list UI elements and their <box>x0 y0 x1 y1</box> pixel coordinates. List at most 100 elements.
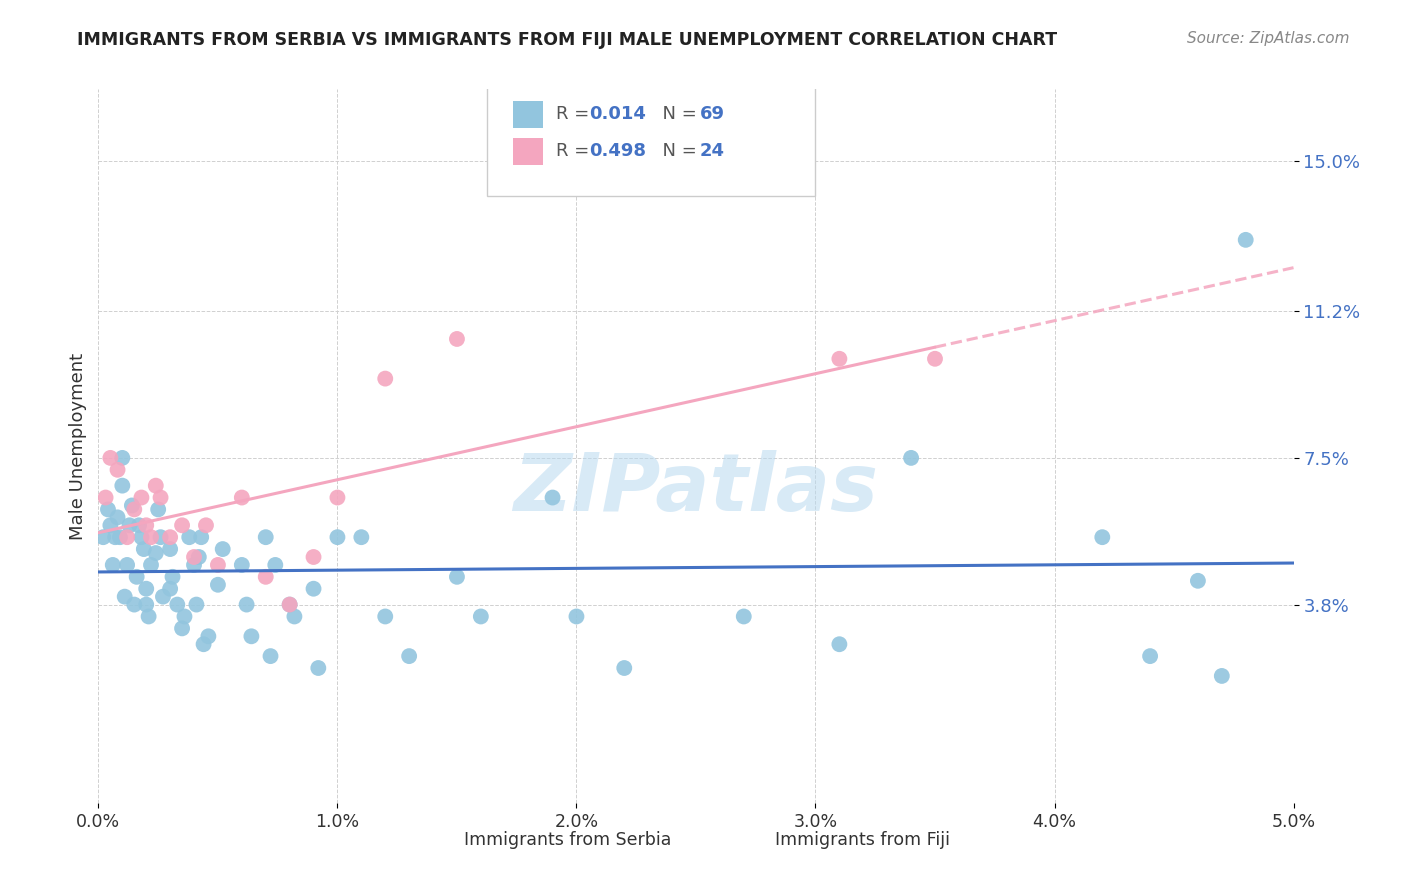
Point <box>118 518 141 533</box>
Point <box>326 530 349 544</box>
Point <box>1234 233 1257 247</box>
Point <box>565 609 588 624</box>
FancyBboxPatch shape <box>513 101 543 128</box>
Point <box>121 499 143 513</box>
Point <box>302 582 325 596</box>
Point <box>254 530 277 544</box>
Point <box>149 491 172 505</box>
Point <box>131 530 153 544</box>
Point <box>148 502 170 516</box>
FancyBboxPatch shape <box>427 829 453 851</box>
Point <box>197 629 219 643</box>
Point <box>135 582 157 596</box>
Text: N =: N = <box>651 105 702 123</box>
Point <box>231 558 253 572</box>
Point <box>195 518 218 533</box>
Point <box>1091 530 1114 544</box>
Point <box>135 598 157 612</box>
Point <box>733 609 755 624</box>
Point <box>183 558 205 572</box>
Point <box>259 649 281 664</box>
Point <box>107 510 129 524</box>
Point <box>283 609 305 624</box>
Point <box>172 621 194 635</box>
Point <box>152 590 174 604</box>
Point <box>173 609 195 624</box>
Text: R =: R = <box>557 105 595 123</box>
FancyBboxPatch shape <box>486 86 815 196</box>
FancyBboxPatch shape <box>513 137 543 165</box>
Point <box>98 450 122 465</box>
Point <box>166 598 188 612</box>
Y-axis label: Male Unemployment: Male Unemployment <box>69 352 87 540</box>
Point <box>190 530 212 544</box>
Point <box>91 530 114 544</box>
Point <box>145 478 167 492</box>
Text: N =: N = <box>651 143 702 161</box>
Point <box>94 491 117 505</box>
Text: Immigrants from Fiji: Immigrants from Fiji <box>775 831 950 849</box>
Point <box>108 530 131 544</box>
Point <box>172 518 194 533</box>
Point <box>828 351 851 366</box>
Point <box>207 578 229 592</box>
Point <box>207 558 229 572</box>
Point <box>124 598 146 612</box>
Point <box>398 649 420 664</box>
Point <box>114 590 136 604</box>
Point <box>307 661 329 675</box>
Point <box>231 491 253 505</box>
Point <box>159 582 181 596</box>
Point <box>1211 669 1233 683</box>
Point <box>132 542 155 557</box>
Point <box>828 637 851 651</box>
Point <box>326 491 349 505</box>
Point <box>138 609 160 624</box>
Point <box>115 558 138 572</box>
Point <box>159 542 181 557</box>
Point <box>104 530 127 544</box>
Point <box>278 598 301 612</box>
Point <box>1187 574 1209 588</box>
Point <box>193 637 215 651</box>
Point <box>278 598 301 612</box>
Point <box>162 570 184 584</box>
Point <box>125 570 148 584</box>
Point <box>159 530 181 544</box>
Text: 0.498: 0.498 <box>589 143 647 161</box>
Point <box>149 530 172 544</box>
FancyBboxPatch shape <box>738 829 763 851</box>
Point <box>446 332 468 346</box>
Point <box>374 609 396 624</box>
Point <box>446 570 468 584</box>
Point <box>350 530 373 544</box>
Point <box>115 530 138 544</box>
Text: R =: R = <box>557 143 595 161</box>
Point <box>111 450 134 465</box>
Point <box>264 558 287 572</box>
Point <box>1139 649 1161 664</box>
Point <box>235 598 257 612</box>
Point <box>145 546 167 560</box>
Point <box>613 661 636 675</box>
Point <box>240 629 263 643</box>
Text: Immigrants from Serbia: Immigrants from Serbia <box>464 831 672 849</box>
Point <box>131 491 153 505</box>
Point <box>139 530 162 544</box>
Point <box>187 549 209 564</box>
Point <box>101 558 124 572</box>
Point <box>111 478 134 492</box>
Point <box>124 502 146 516</box>
Point <box>470 609 492 624</box>
Text: 69: 69 <box>700 105 724 123</box>
Text: IMMIGRANTS FROM SERBIA VS IMMIGRANTS FROM FIJI MALE UNEMPLOYMENT CORRELATION CHA: IMMIGRANTS FROM SERBIA VS IMMIGRANTS FRO… <box>77 31 1057 49</box>
Point <box>139 558 162 572</box>
Text: ZIPatlas: ZIPatlas <box>513 450 879 528</box>
Point <box>900 450 922 465</box>
Point <box>98 518 122 533</box>
Text: 24: 24 <box>700 143 724 161</box>
Point <box>186 598 208 612</box>
Point <box>254 570 277 584</box>
Point <box>135 518 157 533</box>
Point <box>924 351 946 366</box>
